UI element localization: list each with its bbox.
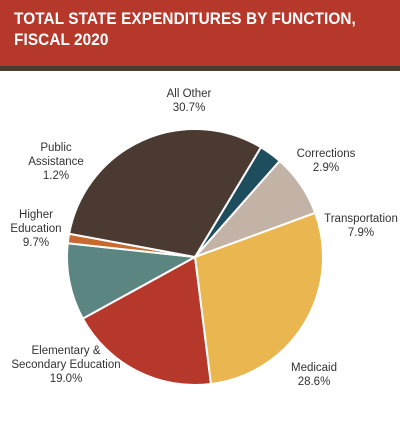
pie-slice-medicaid bbox=[194, 211, 324, 385]
slice-name-label: Public bbox=[40, 142, 72, 154]
pie-slices bbox=[66, 128, 324, 386]
slice-label-medicaid: Medicaid 28.6% bbox=[291, 362, 337, 388]
slice-name-label: Secondary Education bbox=[11, 359, 120, 371]
slice-name-label: Higher bbox=[19, 209, 53, 221]
slice-value-label: 9.7% bbox=[23, 237, 49, 249]
slice-value-label: 1.2% bbox=[43, 170, 69, 182]
slice-name-label: Assistance bbox=[28, 156, 84, 168]
slice-name-label: Medicaid bbox=[291, 362, 337, 374]
slice-label-all-other: All Other 30.7% bbox=[167, 88, 212, 114]
header-divider bbox=[0, 66, 400, 71]
pie-slice-elementary-secondary-education bbox=[81, 256, 212, 386]
slice-name-label: Corrections bbox=[297, 148, 356, 160]
pie-slice-higher-education bbox=[66, 242, 196, 320]
slice-value-label: 7.9% bbox=[348, 227, 374, 239]
slice-name-label: Education bbox=[10, 223, 61, 235]
slice-name-label: Elementary & bbox=[31, 345, 100, 357]
slice-label-public-assistance: Public Assistance 1.2% bbox=[28, 142, 84, 182]
slice-value-label: 19.0% bbox=[50, 373, 83, 385]
slice-value-label: 2.9% bbox=[313, 162, 339, 174]
slice-value-label: 30.7% bbox=[173, 102, 206, 114]
pie-slice-all-other bbox=[68, 128, 262, 258]
slice-value-label: 28.6% bbox=[298, 376, 331, 388]
slice-label-elementary-secondary-education: Elementary & Secondary Education 19.0% bbox=[11, 345, 120, 385]
slice-label-higher-education: Higher Education 9.7% bbox=[10, 209, 61, 249]
slice-label-corrections: Corrections 2.9% bbox=[297, 148, 356, 174]
slice-name-label: All Other bbox=[167, 88, 212, 100]
slice-label-transportation: Transportation 7.9% bbox=[324, 213, 398, 239]
pie-labels: Corrections 2.9% Transportation 7.9% Medicai… bbox=[10, 88, 397, 388]
slice-name-label: Transportation bbox=[324, 213, 398, 225]
chart-header: TOTAL STATE EXPENDITURES BY FUNCTION, FI… bbox=[0, 0, 400, 66]
chart-title: TOTAL STATE EXPENDITURES BY FUNCTION, FI… bbox=[14, 10, 356, 49]
